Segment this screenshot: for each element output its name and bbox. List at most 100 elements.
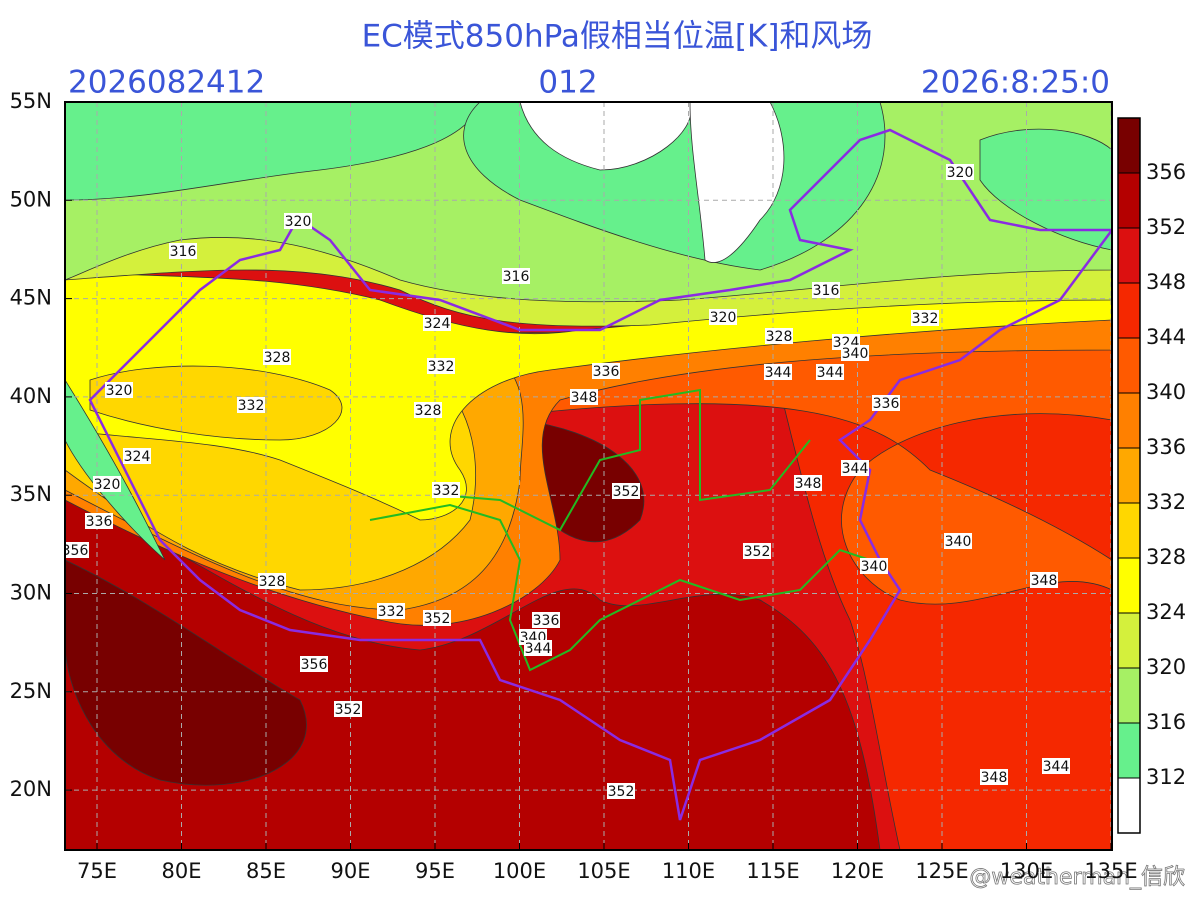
- contour-label-bg: [123, 448, 151, 464]
- contour-label-bg: [432, 482, 460, 498]
- lon-label: 95E: [415, 859, 455, 883]
- contour-label: 324: [124, 449, 151, 465]
- contour-label-bg: [263, 349, 291, 365]
- colorbar-label: 328: [1146, 545, 1186, 569]
- contour-label: 336: [533, 613, 560, 629]
- contour-label: 336: [86, 514, 113, 530]
- country-border: [88, 128, 1112, 821]
- contour-label-bg: [860, 558, 888, 574]
- lon-label: 130E: [1000, 859, 1053, 883]
- contour-label: 332: [378, 604, 405, 620]
- lon-label: 125E: [915, 859, 968, 883]
- colorbar-label: 312: [1146, 765, 1186, 789]
- lat-label: 20N: [10, 777, 52, 801]
- contour-label: 344: [842, 461, 869, 477]
- colorbar-label: 332: [1146, 490, 1186, 514]
- colorbar: 312 316 320 324 328 332 336 340 344 348 352 356: [1117, 117, 1186, 834]
- colorbar-bin: [1118, 613, 1140, 668]
- contour-label: 320: [106, 383, 133, 399]
- contour-label-bg: [944, 533, 972, 549]
- contour-label: 336: [593, 364, 620, 380]
- field-region: [65, 102, 481, 201]
- lat-label: 35N: [10, 482, 52, 506]
- colorbar-bin: [1118, 723, 1140, 778]
- contour-label: 352: [424, 611, 451, 627]
- contour-label: 348: [571, 390, 598, 406]
- lon-label: 110E: [662, 859, 715, 883]
- contour-label-bg: [812, 282, 840, 298]
- colorbar-bin: [1118, 283, 1140, 338]
- field-region: [979, 128, 1112, 251]
- lat-label: 50N: [10, 187, 52, 211]
- contour-label-bg: [65, 542, 89, 558]
- contour-label: 332: [912, 311, 939, 327]
- field-region: [65, 379, 166, 561]
- contour-label-bg: [427, 358, 455, 374]
- contour-label: 344: [765, 365, 792, 381]
- init-time: 2026082412: [68, 65, 265, 101]
- colorbar-bin: [1118, 778, 1140, 833]
- lat-label: 30N: [10, 581, 52, 605]
- contour-label-bg: [300, 656, 328, 672]
- contour-label: 352: [608, 784, 635, 800]
- contour-label: 352: [744, 544, 771, 560]
- contour-label-bg: [258, 573, 286, 589]
- contour-label: 320: [947, 165, 974, 181]
- contour-label: 316: [170, 244, 197, 260]
- contour-label: 344: [525, 641, 552, 657]
- contour-label: 328: [766, 329, 793, 345]
- colorbar-label: 344: [1146, 325, 1186, 349]
- colorbar-bin: [1118, 228, 1140, 283]
- contour-label: 332: [428, 359, 455, 375]
- colorbar-label: 320: [1146, 655, 1186, 679]
- river: [369, 388, 871, 672]
- colorbar-bin: [1118, 118, 1140, 173]
- lon-label: 135E: [1084, 859, 1137, 883]
- colorbar-bin: [1118, 558, 1140, 613]
- contour-label-bg: [946, 164, 974, 180]
- contour-label-bg: [765, 328, 793, 344]
- contour-label-bg: [570, 389, 598, 405]
- contour-label: 348: [981, 770, 1008, 786]
- map-frame: [64, 101, 1113, 851]
- contour-label: 340: [842, 346, 869, 362]
- contour-label-bg: [532, 612, 560, 628]
- contour-label: 356: [301, 657, 328, 673]
- contour-label-bg: [1030, 572, 1058, 588]
- colorbar-label: 348: [1146, 270, 1186, 294]
- contour-label: 352: [613, 484, 640, 500]
- contour-label: 340: [945, 534, 972, 550]
- contour-label-bg: [334, 701, 362, 717]
- contour-label-bg: [841, 460, 869, 476]
- colorbar-label: 316: [1146, 710, 1186, 734]
- lat-label: 55N: [10, 89, 52, 113]
- forecast-hour: 012: [538, 65, 597, 101]
- contour-label-bg: [607, 783, 635, 799]
- colorbar-label: 352: [1146, 215, 1186, 239]
- lat-label: 25N: [10, 679, 52, 703]
- field-region: [89, 365, 343, 441]
- colorbar-label: 336: [1146, 435, 1186, 459]
- contour-label: 316: [813, 283, 840, 299]
- colorbar-bin: [1118, 338, 1140, 393]
- lat-label: 40N: [10, 384, 52, 408]
- contour-label-bg: [911, 310, 939, 326]
- contour-label-bg: [872, 395, 900, 411]
- contour-label: 320: [710, 310, 737, 326]
- contour-label-bg: [1042, 758, 1070, 774]
- colorbar-bin: [1118, 503, 1140, 558]
- colorbar-bin: [1118, 393, 1140, 448]
- colorbar-bin: [1118, 448, 1140, 503]
- colorbar-frame: [1117, 117, 1141, 834]
- contour-label: 328: [264, 350, 291, 366]
- contour-label: 340: [861, 559, 888, 575]
- colorbar-bin: [1118, 173, 1140, 228]
- lon-label: 115E: [746, 859, 799, 883]
- contour-label: 328: [259, 574, 286, 590]
- contour-label: 332: [238, 398, 265, 414]
- contour-label: 352: [335, 702, 362, 718]
- contour-label-bg: [816, 364, 844, 380]
- contour-label-bg: [709, 309, 737, 325]
- lon-label: 120E: [831, 859, 884, 883]
- contour-label-bg: [93, 476, 121, 492]
